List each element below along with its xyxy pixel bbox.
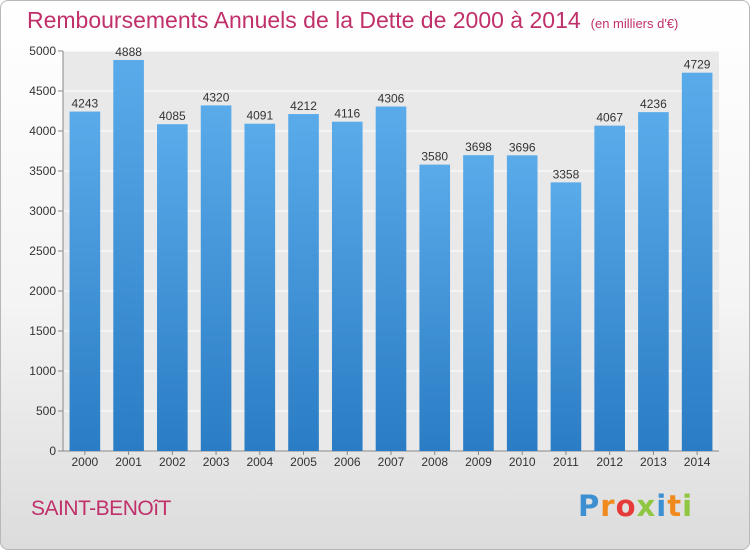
bar-value-label: 3358 — [553, 167, 580, 181]
logo-letter: P — [578, 489, 601, 523]
bar-value-label: 4116 — [334, 107, 360, 121]
bar-value-label: 4320 — [203, 90, 230, 104]
x-tick-label: 2005 — [290, 455, 317, 469]
bar-value-label: 3698 — [465, 140, 492, 154]
bar — [331, 121, 363, 451]
y-tick-label: 1500 — [29, 324, 56, 338]
bar-value-label: 4212 — [290, 99, 317, 113]
y-tick-label: 5000 — [29, 44, 56, 58]
bar — [69, 111, 101, 451]
y-tick-label: 4000 — [29, 124, 56, 138]
bar-value-label: 3696 — [509, 140, 536, 154]
y-tick-label: 4500 — [29, 84, 56, 98]
x-tick-label: 2002 — [159, 455, 186, 469]
bar-value-label: 4236 — [640, 97, 667, 111]
x-tick-label: 2007 — [378, 455, 405, 469]
bar — [157, 124, 188, 451]
bar — [419, 164, 451, 451]
bar-value-label: 3580 — [421, 150, 448, 164]
x-tick-label: 2001 — [115, 455, 142, 469]
bar-value-label: 4729 — [684, 58, 711, 72]
bar-value-label: 4091 — [246, 109, 273, 123]
y-tick-label: 2000 — [29, 284, 56, 298]
x-tick-label: 2011 — [553, 455, 579, 469]
logo-letter: x — [636, 489, 657, 523]
x-tick-label: 2010 — [509, 455, 536, 469]
bar — [375, 106, 407, 452]
bar — [288, 114, 319, 451]
chart-title: Remboursements Annuels de la Dette de 20… — [27, 7, 678, 34]
bar — [463, 155, 494, 451]
title-subtitle: (en milliers d'€) — [590, 16, 679, 31]
x-tick-label: 2003 — [203, 455, 230, 469]
bar — [244, 123, 276, 451]
bar-value-label: 4085 — [159, 109, 186, 123]
logo-letter: t — [667, 489, 683, 523]
bar-value-label: 4243 — [72, 97, 99, 111]
x-tick-label: 2014 — [684, 455, 711, 469]
y-tick-label: 500 — [36, 404, 56, 418]
x-tick-label: 2009 — [465, 455, 492, 469]
bar — [113, 59, 144, 452]
bar — [681, 72, 713, 452]
logo-letter: r — [600, 489, 616, 523]
x-tick-label: 2000 — [72, 455, 99, 469]
title-text: Remboursements Annuels de la Dette de 20… — [27, 7, 581, 33]
x-tick-label: 2006 — [334, 455, 361, 469]
bar — [594, 125, 625, 451]
bar — [550, 182, 582, 452]
logo-letter: i — [656, 489, 668, 523]
y-tick-label: 2500 — [29, 244, 56, 258]
logo-letter: i — [682, 489, 694, 523]
x-tick-label: 2008 — [421, 455, 448, 469]
x-tick-label: 2012 — [596, 455, 623, 469]
bar-value-label: 4306 — [378, 92, 405, 106]
proxiti-logo: Proxiti — [578, 489, 693, 523]
x-tick-label: 2013 — [640, 455, 667, 469]
bar — [200, 105, 232, 452]
y-tick-label: 3500 — [29, 164, 56, 178]
y-tick-label: 1000 — [29, 364, 56, 378]
bar — [506, 155, 538, 451]
logo-letter: o — [615, 489, 637, 523]
commune-name: SAINT-BENOîT — [31, 497, 171, 520]
bar-value-label: 4067 — [596, 111, 623, 125]
bar — [638, 112, 669, 452]
y-tick-label: 0 — [49, 444, 56, 458]
bar-value-label: 4888 — [115, 45, 142, 59]
x-tick-label: 2004 — [246, 455, 273, 469]
y-tick-label: 3000 — [29, 204, 56, 218]
